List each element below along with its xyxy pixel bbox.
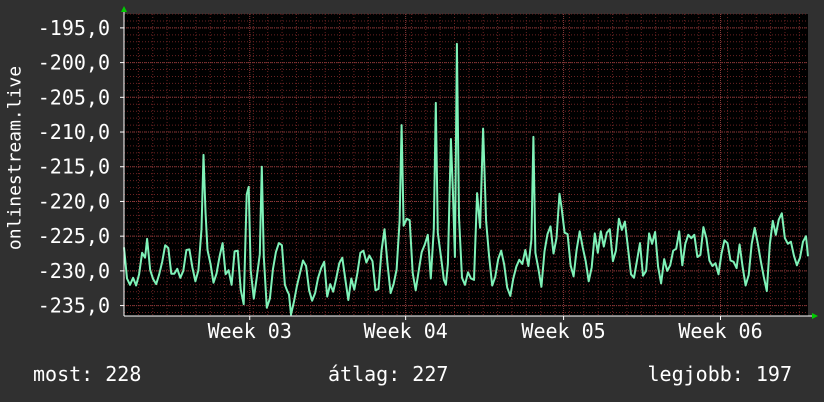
x-axis-arrow-icon xyxy=(812,313,818,319)
series-line xyxy=(123,42,809,316)
y-tick-label: -230,0 xyxy=(38,259,110,283)
y-tick-label: -225,0 xyxy=(38,224,110,248)
y-axis-ticks: -195,0 -200,0 -205,0 -210,0 -215,0 -220,0 -225… xyxy=(38,16,124,318)
y-tick-label: -200,0 xyxy=(38,51,110,75)
current-value: most: 228 xyxy=(33,362,142,386)
y-axis-label-text: onlinestream.live xyxy=(4,65,26,251)
x-tick-label: Week 06 xyxy=(678,319,762,343)
x-axis-ticks: Week 03 Week 04 Week 05 Week 06 xyxy=(208,316,763,343)
y-axis-label: onlinestream.live xyxy=(3,0,27,316)
y-tick-label: -210,0 xyxy=(38,120,110,144)
x-tick-label: Week 04 xyxy=(363,319,447,343)
y-tick-label: -235,0 xyxy=(38,294,110,318)
y-tick-label: -195,0 xyxy=(38,16,110,40)
x-tick-label: Week 05 xyxy=(521,319,605,343)
average-value: átlag: 227 xyxy=(328,362,449,386)
y-axis-arrow-icon xyxy=(121,6,127,12)
y-tick-label: -215,0 xyxy=(38,155,110,179)
best-value: legjobb: 197 xyxy=(647,362,793,386)
y-tick-label: -220,0 xyxy=(38,189,110,213)
y-tick-label: -205,0 xyxy=(38,85,110,109)
x-tick-label: Week 03 xyxy=(208,319,292,343)
